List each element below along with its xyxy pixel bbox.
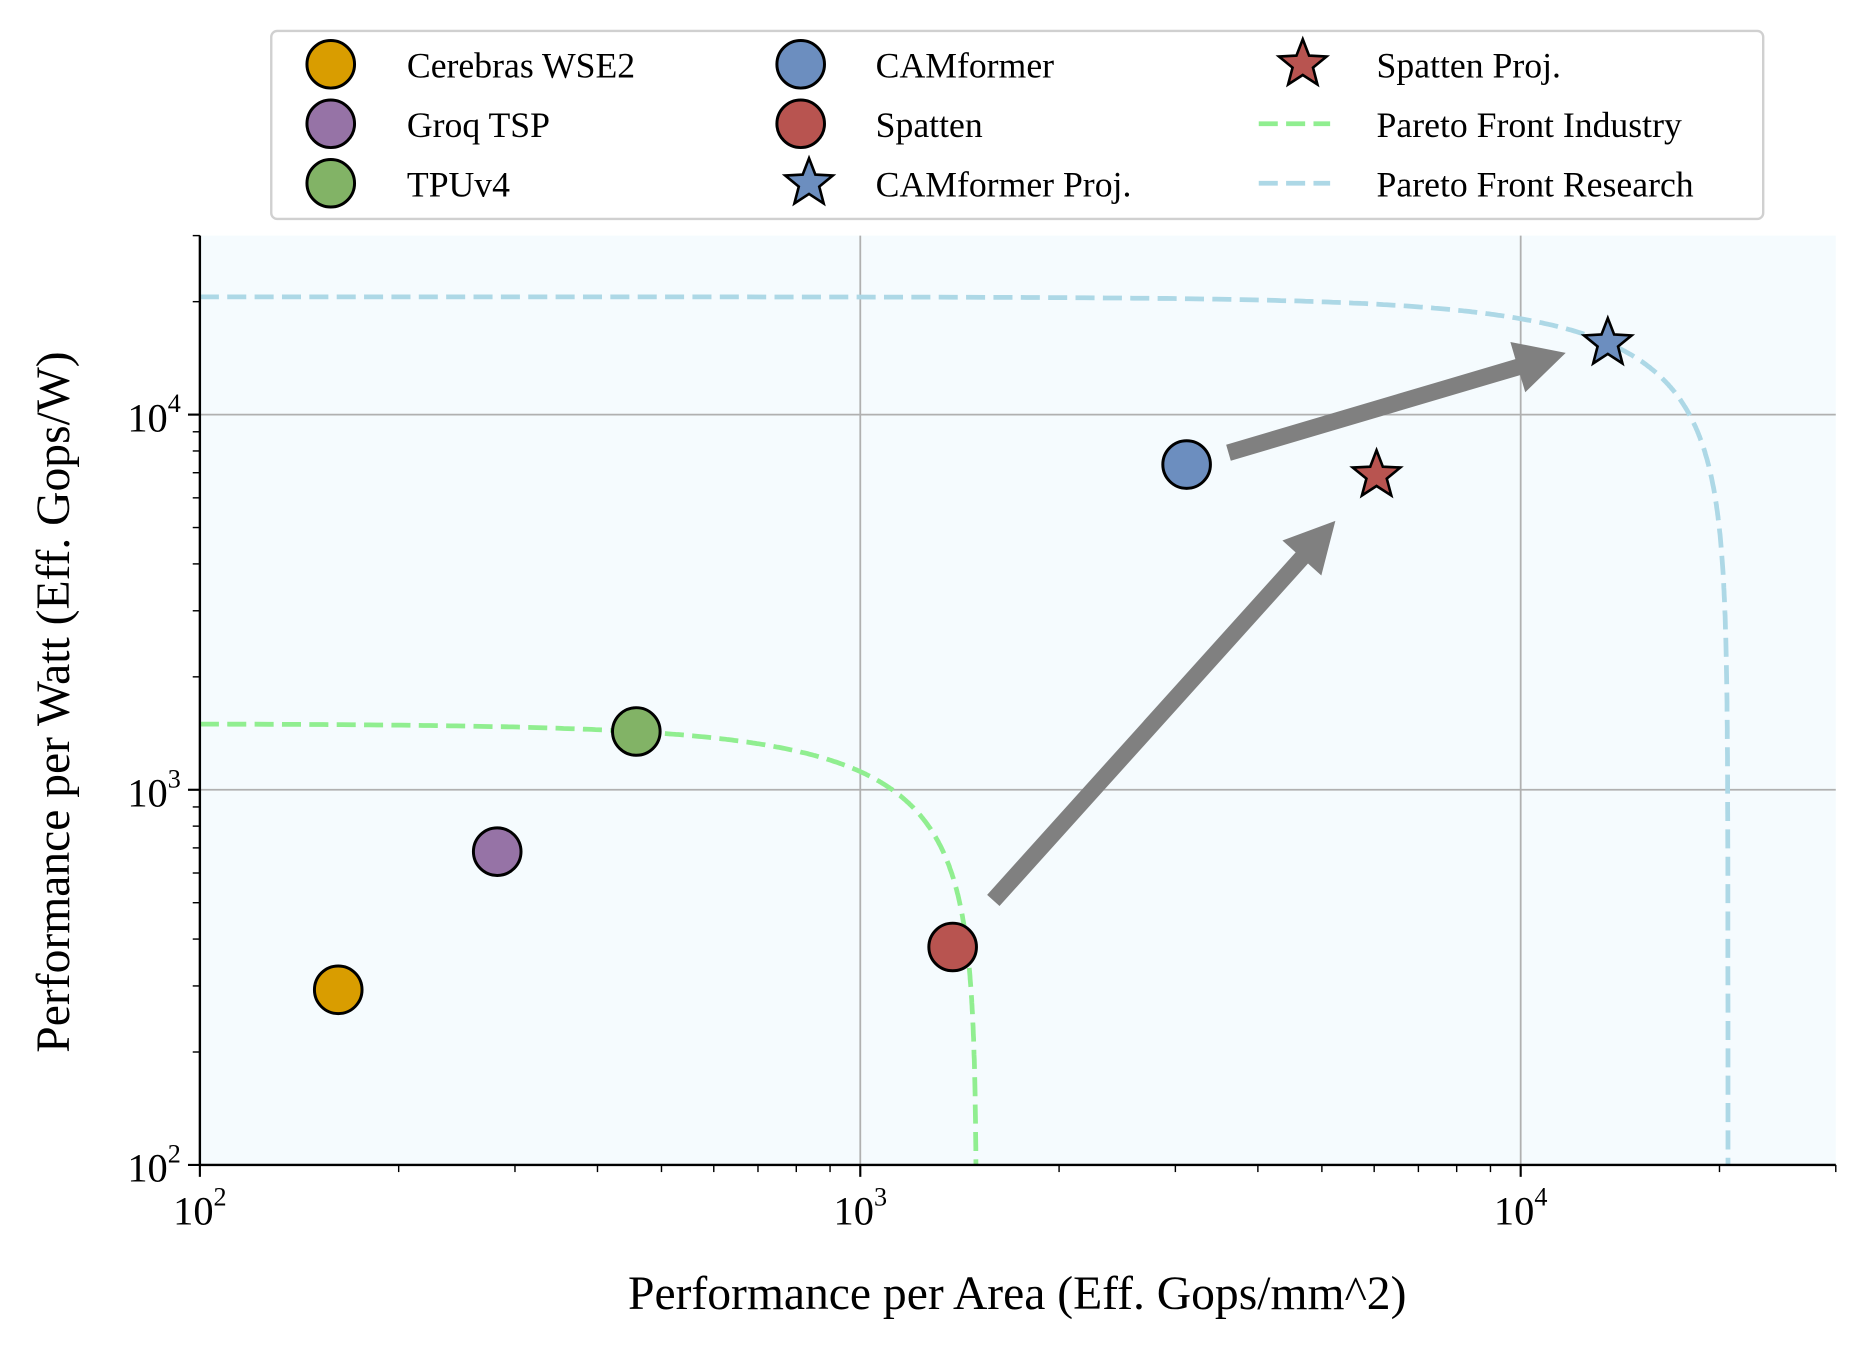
legend-circle-icon — [305, 98, 357, 150]
data-star-camformer-proj- — [1580, 314, 1636, 367]
data-point-tpuv4 — [611, 706, 662, 757]
y-tick-label: 104 — [127, 389, 181, 440]
y-axis-label: Performance per Watt (Eff. Gops/W) — [28, 351, 80, 1052]
pareto-front-line — [199, 294, 1731, 1165]
legend-label: CAMformer Proj. — [876, 164, 1132, 204]
x-tick-label: 104 — [1494, 1182, 1548, 1233]
legend-item: Spatten — [775, 98, 983, 150]
legend-star-icon — [1275, 35, 1331, 88]
data-point-groq-tsp — [471, 826, 523, 877]
legend-circle-icon — [305, 38, 357, 90]
legend-label: Pareto Front Research — [1377, 164, 1694, 204]
plot-background — [199, 235, 1836, 1165]
legend-item: Groq TSP — [305, 98, 550, 150]
legend-label: TPUv4 — [407, 164, 510, 204]
legend-label: Groq TSP — [407, 105, 550, 145]
legend-circle-icon — [305, 157, 357, 209]
data-point-spatten — [927, 921, 978, 973]
legend-item: Pareto Front Research — [1258, 164, 1694, 204]
x-tick-label: 102 — [173, 1182, 227, 1233]
legend-item: Spatten Proj. — [1275, 35, 1561, 88]
legend-item: Cerebras WSE2 — [305, 38, 635, 90]
legend-box — [270, 29, 1765, 221]
legend-label: Spatten — [876, 105, 983, 145]
pareto-front-line — [199, 721, 979, 1165]
data-star-spatten-proj- — [1349, 446, 1404, 499]
y-tick-label: 102 — [127, 1140, 181, 1191]
legend-item: Pareto Front Industry — [1258, 105, 1682, 145]
legend-item: TPUv4 — [305, 157, 510, 209]
legend-circle-icon — [775, 98, 826, 150]
y-tick-label: 103 — [127, 764, 181, 815]
legend: Cerebras WSE2 Groq TSP TPUv4 CAMformer Spatt… — [270, 29, 1765, 221]
legend-item: CAMformer Proj. — [781, 154, 1132, 207]
x-tick-label: 103 — [834, 1182, 888, 1233]
legend-label: Spatten Proj. — [1377, 45, 1561, 85]
legend-label: Pareto Front Industry — [1377, 105, 1682, 145]
legend-label: Cerebras WSE2 — [407, 45, 635, 85]
data-point-cerebras-wse2 — [312, 964, 364, 1016]
data-point-camformer — [1161, 439, 1212, 490]
legend-star-icon — [781, 154, 837, 207]
legend-item: CAMformer — [775, 38, 1055, 90]
projection-arrow — [987, 520, 1336, 907]
x-axis-label: Performance per Area (Eff. Gops/mm^2) — [628, 1268, 1406, 1320]
projection-arrow — [1226, 341, 1566, 461]
legend-label: CAMformer — [876, 45, 1055, 85]
legend-circle-icon — [775, 38, 826, 90]
